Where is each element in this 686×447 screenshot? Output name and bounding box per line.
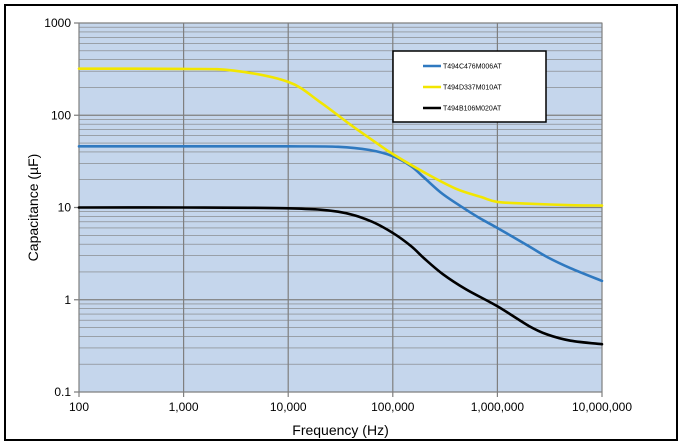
legend: T494C476M006AT T494D337M010AT T494B106M020… (392, 50, 547, 123)
y-axis-title: Capacitance (µF) (25, 154, 41, 262)
series-lines (77, 67, 604, 346)
series-line-t494b106m020at (77, 206, 604, 346)
legend-label-t494b106m020at: T494B106M020AT (443, 106, 502, 113)
y-tick-label: 1 (64, 293, 71, 307)
y-tick-label: 0.1 (54, 385, 71, 399)
legend-box (392, 50, 547, 123)
y-tick-label: 100 (51, 108, 71, 122)
x-tick-labels: 100 1,000 10,000 100,000 1,000,000 10,000,000 (69, 400, 632, 414)
x-tick-label: 1,000 (169, 400, 199, 414)
x-tick-label: 1,000,000 (471, 400, 525, 414)
x-tick-label: 100 (69, 400, 89, 414)
x-tick-label: 100,000 (371, 400, 415, 414)
y-tick-labels: 0.1 1 10 100 1000 (44, 16, 71, 399)
x-tick-label: 10,000 (270, 400, 307, 414)
series-line-t494d337m010at (77, 67, 604, 207)
y-tick-label: 10 (58, 201, 72, 215)
x-axis-title: Frequency (Hz) (292, 422, 388, 438)
legend-items: T494C476M006AT T494D337M010AT T494B106M020… (423, 64, 502, 113)
legend-label-t494d337m010at: T494D337M010AT (443, 85, 502, 92)
y-tick-label: 1000 (44, 16, 71, 30)
x-tick-label: 10,000,000 (572, 400, 632, 414)
legend-label-t494c476m006at: T494C476M006AT (443, 64, 502, 71)
series-line-t494c476m006at (77, 145, 604, 283)
